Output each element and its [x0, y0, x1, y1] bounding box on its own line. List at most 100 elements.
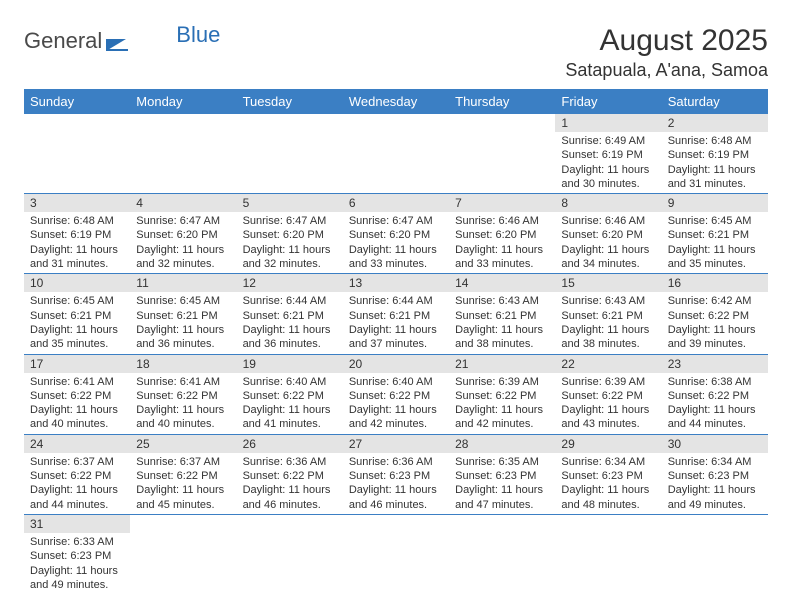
calendar-day-cell: 30Sunrise: 6:34 AMSunset: 6:23 PMDayligh… — [662, 434, 768, 514]
month-title: August 2025 — [565, 24, 768, 58]
day-number: 4 — [130, 194, 236, 212]
calendar-blank-cell — [130, 114, 236, 194]
sunset-text: Sunset: 6:23 PM — [30, 549, 124, 563]
sunset-text: Sunset: 6:22 PM — [243, 469, 337, 483]
daylight-text: Daylight: 11 hours and 46 minutes. — [349, 483, 443, 512]
sunrise-text: Sunrise: 6:41 AM — [30, 375, 124, 389]
day-number: 12 — [237, 274, 343, 292]
sunset-text: Sunset: 6:21 PM — [30, 309, 124, 323]
sunrise-text: Sunrise: 6:48 AM — [30, 214, 124, 228]
daylight-text: Daylight: 11 hours and 45 minutes. — [136, 483, 230, 512]
calendar-blank-cell — [24, 114, 130, 194]
day-number: 22 — [555, 355, 661, 373]
sunset-text: Sunset: 6:21 PM — [243, 309, 337, 323]
sunrise-text: Sunrise: 6:37 AM — [136, 455, 230, 469]
day-number: 29 — [555, 435, 661, 453]
daylight-text: Daylight: 11 hours and 35 minutes. — [668, 243, 762, 272]
sunset-text: Sunset: 6:19 PM — [668, 148, 762, 162]
calendar-day-cell: 13Sunrise: 6:44 AMSunset: 6:21 PMDayligh… — [343, 274, 449, 354]
sunset-text: Sunset: 6:23 PM — [349, 469, 443, 483]
logo: General Blue — [24, 24, 220, 57]
day-number: 26 — [237, 435, 343, 453]
calendar-week-row: 31Sunrise: 6:33 AMSunset: 6:23 PMDayligh… — [24, 514, 768, 594]
day-number: 11 — [130, 274, 236, 292]
day-detail: Sunrise: 6:36 AMSunset: 6:22 PMDaylight:… — [237, 453, 343, 514]
header: General Blue August 2025 Satapuala, A'an… — [24, 24, 768, 81]
sunrise-text: Sunrise: 6:46 AM — [455, 214, 549, 228]
daylight-text: Daylight: 11 hours and 35 minutes. — [30, 323, 124, 352]
daylight-text: Daylight: 11 hours and 40 minutes. — [30, 403, 124, 432]
calendar-day-cell: 31Sunrise: 6:33 AMSunset: 6:23 PMDayligh… — [24, 514, 130, 594]
day-header: Sunday — [24, 89, 130, 114]
calendar-day-cell: 16Sunrise: 6:42 AMSunset: 6:22 PMDayligh… — [662, 274, 768, 354]
day-number: 3 — [24, 194, 130, 212]
calendar-day-cell: 14Sunrise: 6:43 AMSunset: 6:21 PMDayligh… — [449, 274, 555, 354]
calendar-day-cell: 10Sunrise: 6:45 AMSunset: 6:21 PMDayligh… — [24, 274, 130, 354]
calendar-blank-cell — [555, 514, 661, 594]
sunset-text: Sunset: 6:23 PM — [455, 469, 549, 483]
sunset-text: Sunset: 6:22 PM — [243, 389, 337, 403]
day-detail: Sunrise: 6:34 AMSunset: 6:23 PMDaylight:… — [555, 453, 661, 514]
calendar-week-row: 24Sunrise: 6:37 AMSunset: 6:22 PMDayligh… — [24, 434, 768, 514]
day-number: 9 — [662, 194, 768, 212]
sunrise-text: Sunrise: 6:42 AM — [668, 294, 762, 308]
calendar-table: SundayMondayTuesdayWednesdayThursdayFrid… — [24, 89, 768, 594]
day-number: 31 — [24, 515, 130, 533]
calendar-day-cell: 5Sunrise: 6:47 AMSunset: 6:20 PMDaylight… — [237, 194, 343, 274]
calendar-day-cell: 24Sunrise: 6:37 AMSunset: 6:22 PMDayligh… — [24, 434, 130, 514]
day-detail: Sunrise: 6:37 AMSunset: 6:22 PMDaylight:… — [24, 453, 130, 514]
sunrise-text: Sunrise: 6:47 AM — [136, 214, 230, 228]
flag-icon — [106, 31, 128, 57]
daylight-text: Daylight: 11 hours and 36 minutes. — [136, 323, 230, 352]
day-header-row: SundayMondayTuesdayWednesdayThursdayFrid… — [24, 89, 768, 114]
calendar-blank-cell — [237, 114, 343, 194]
day-detail: Sunrise: 6:34 AMSunset: 6:23 PMDaylight:… — [662, 453, 768, 514]
calendar-day-cell: 8Sunrise: 6:46 AMSunset: 6:20 PMDaylight… — [555, 194, 661, 274]
sunset-text: Sunset: 6:21 PM — [349, 309, 443, 323]
calendar-day-cell: 17Sunrise: 6:41 AMSunset: 6:22 PMDayligh… — [24, 354, 130, 434]
day-number: 14 — [449, 274, 555, 292]
calendar-week-row: 3Sunrise: 6:48 AMSunset: 6:19 PMDaylight… — [24, 194, 768, 274]
day-number: 23 — [662, 355, 768, 373]
day-detail: Sunrise: 6:35 AMSunset: 6:23 PMDaylight:… — [449, 453, 555, 514]
sunrise-text: Sunrise: 6:39 AM — [455, 375, 549, 389]
daylight-text: Daylight: 11 hours and 49 minutes. — [30, 564, 124, 593]
sunrise-text: Sunrise: 6:43 AM — [561, 294, 655, 308]
day-detail: Sunrise: 6:47 AMSunset: 6:20 PMDaylight:… — [343, 212, 449, 273]
calendar-day-cell: 3Sunrise: 6:48 AMSunset: 6:19 PMDaylight… — [24, 194, 130, 274]
day-number: 28 — [449, 435, 555, 453]
sunset-text: Sunset: 6:20 PM — [455, 228, 549, 242]
day-detail: Sunrise: 6:42 AMSunset: 6:22 PMDaylight:… — [662, 292, 768, 353]
daylight-text: Daylight: 11 hours and 42 minutes. — [349, 403, 443, 432]
sunset-text: Sunset: 6:22 PM — [561, 389, 655, 403]
calendar-day-cell: 27Sunrise: 6:36 AMSunset: 6:23 PMDayligh… — [343, 434, 449, 514]
daylight-text: Daylight: 11 hours and 47 minutes. — [455, 483, 549, 512]
sunset-text: Sunset: 6:23 PM — [668, 469, 762, 483]
logo-text-general: General — [24, 28, 102, 54]
daylight-text: Daylight: 11 hours and 39 minutes. — [668, 323, 762, 352]
calendar-day-cell: 6Sunrise: 6:47 AMSunset: 6:20 PMDaylight… — [343, 194, 449, 274]
calendar-blank-cell — [343, 514, 449, 594]
day-detail: Sunrise: 6:44 AMSunset: 6:21 PMDaylight:… — [343, 292, 449, 353]
day-number: 17 — [24, 355, 130, 373]
sunrise-text: Sunrise: 6:36 AM — [349, 455, 443, 469]
sunrise-text: Sunrise: 6:39 AM — [561, 375, 655, 389]
title-block: August 2025 Satapuala, A'ana, Samoa — [565, 24, 768, 81]
sunrise-text: Sunrise: 6:49 AM — [561, 134, 655, 148]
daylight-text: Daylight: 11 hours and 31 minutes. — [30, 243, 124, 272]
day-detail: Sunrise: 6:41 AMSunset: 6:22 PMDaylight:… — [24, 373, 130, 434]
sunrise-text: Sunrise: 6:44 AM — [243, 294, 337, 308]
sunrise-text: Sunrise: 6:40 AM — [243, 375, 337, 389]
calendar-day-cell: 15Sunrise: 6:43 AMSunset: 6:21 PMDayligh… — [555, 274, 661, 354]
day-detail: Sunrise: 6:47 AMSunset: 6:20 PMDaylight:… — [130, 212, 236, 273]
day-detail: Sunrise: 6:36 AMSunset: 6:23 PMDaylight:… — [343, 453, 449, 514]
sunrise-text: Sunrise: 6:34 AM — [561, 455, 655, 469]
day-detail: Sunrise: 6:45 AMSunset: 6:21 PMDaylight:… — [130, 292, 236, 353]
day-header: Wednesday — [343, 89, 449, 114]
day-number: 16 — [662, 274, 768, 292]
day-number: 13 — [343, 274, 449, 292]
calendar-day-cell: 11Sunrise: 6:45 AMSunset: 6:21 PMDayligh… — [130, 274, 236, 354]
calendar-day-cell: 19Sunrise: 6:40 AMSunset: 6:22 PMDayligh… — [237, 354, 343, 434]
day-number: 2 — [662, 114, 768, 132]
day-number: 8 — [555, 194, 661, 212]
